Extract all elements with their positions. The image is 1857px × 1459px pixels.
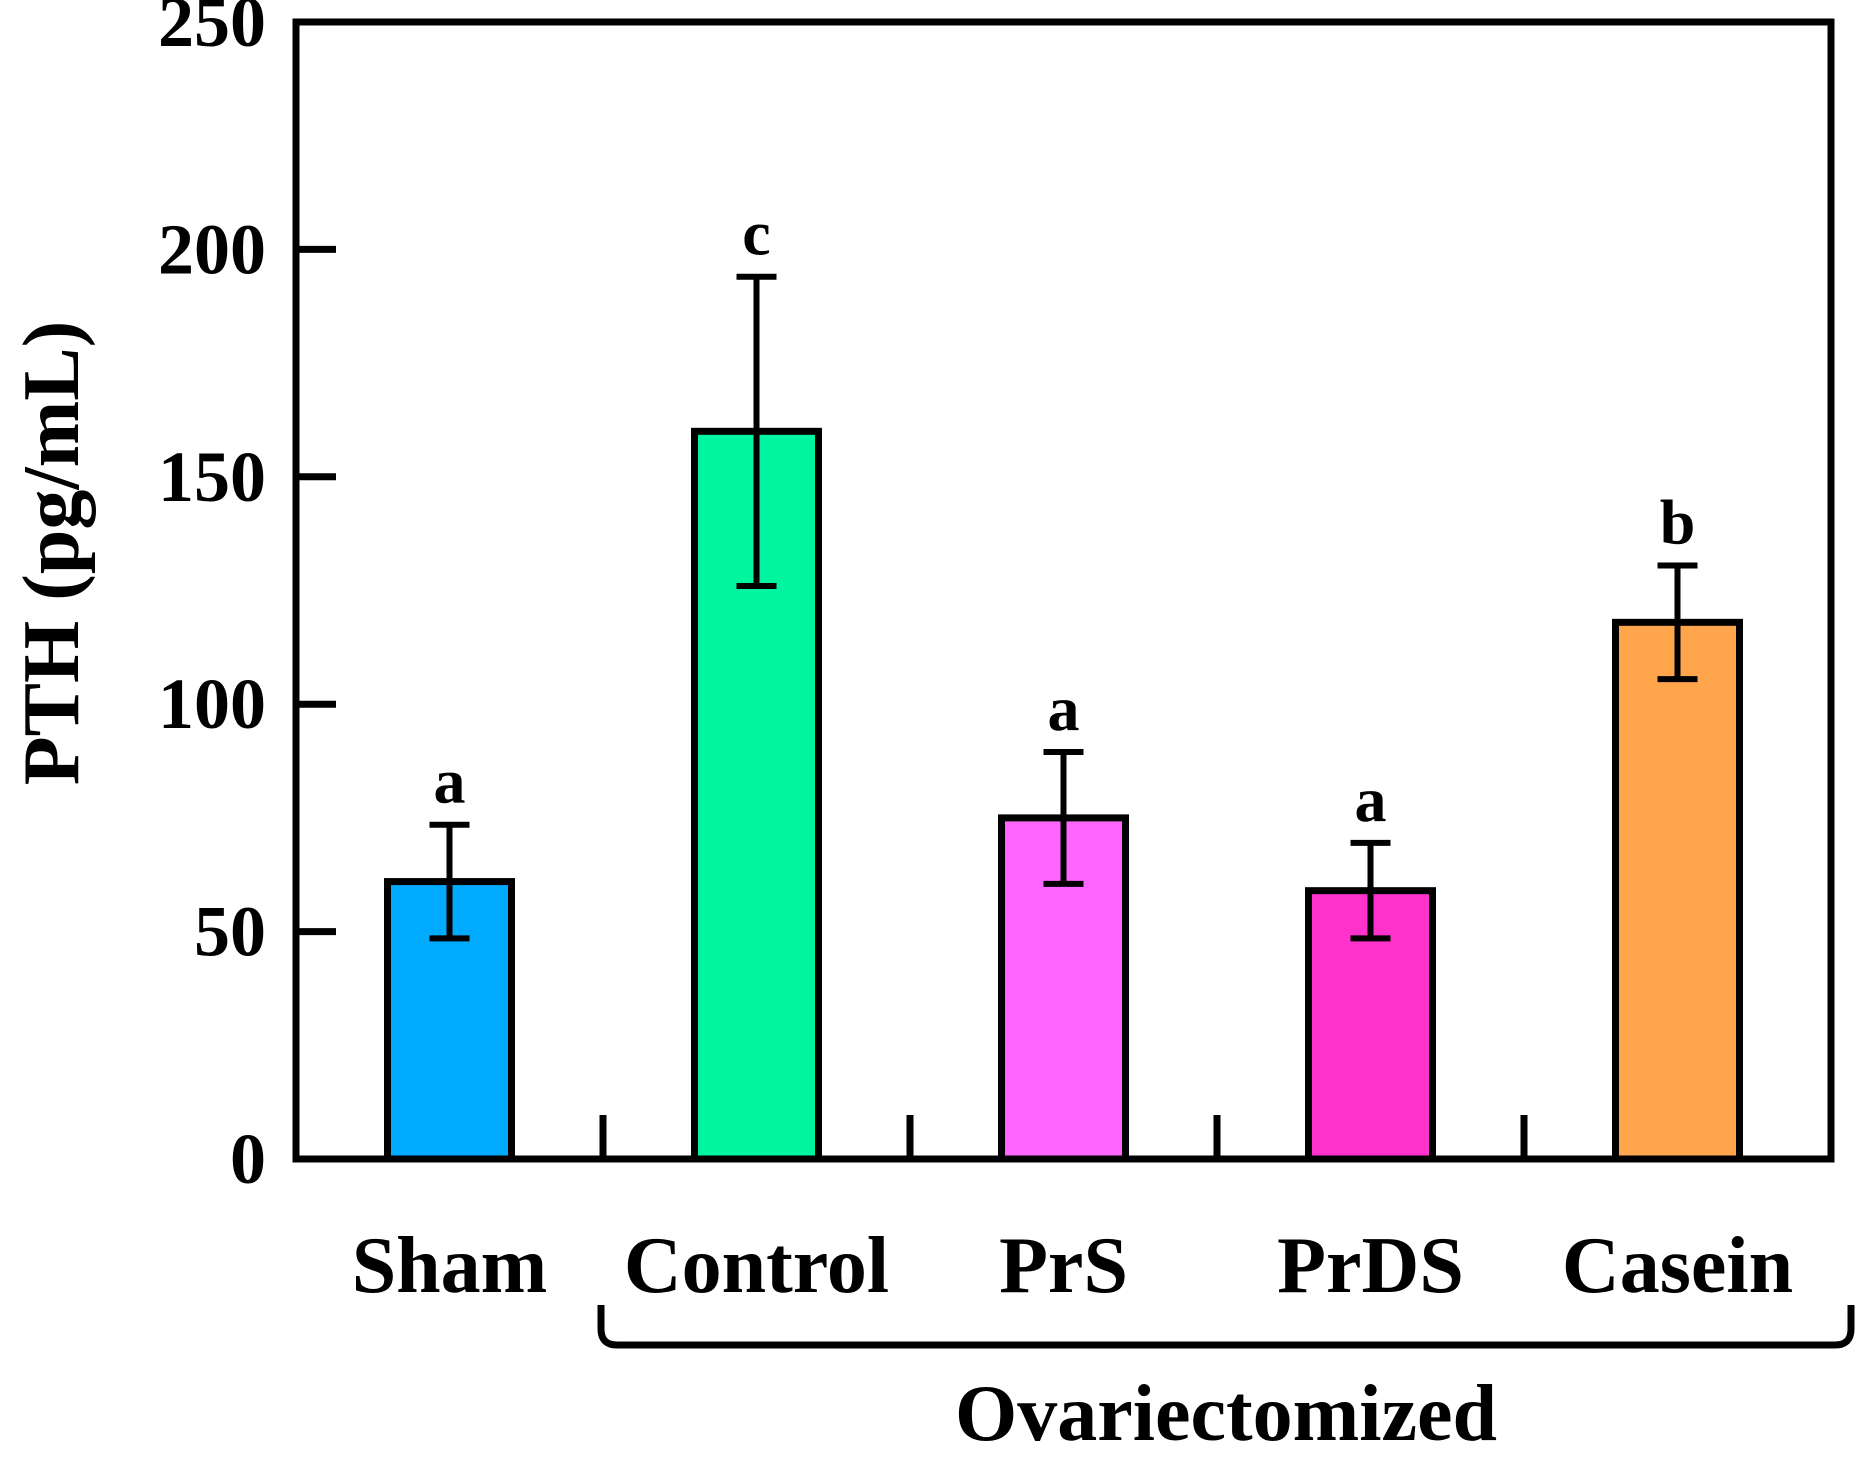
ovariectomized-bracket: Ovariectomized — [597, 1305, 1855, 1458]
y-tick-label: 250 — [158, 0, 266, 62]
significance-label: a — [434, 746, 466, 817]
category-label: PrDS — [1277, 1222, 1464, 1310]
significance-label: a — [1355, 764, 1387, 835]
y-axis-title: PTH (pg/mL) — [8, 321, 96, 785]
bar-casein — [1612, 618, 1743, 1163]
y-tick-label: 100 — [158, 664, 266, 744]
y-axis: 0 50 100 150 200 250 — [158, 0, 1528, 1199]
significance-label: b — [1660, 486, 1696, 557]
group-label: Ovariectomized — [955, 1370, 1497, 1458]
category-label: Casein — [1562, 1222, 1793, 1310]
significance-label: c — [742, 198, 770, 269]
bars: a c a a b — [384, 198, 1743, 1163]
y-tick-label: 150 — [158, 437, 266, 517]
category-label: PrS — [999, 1222, 1128, 1310]
significance-label: a — [1048, 673, 1080, 744]
bar-control — [691, 427, 822, 1163]
bracket-line — [597, 1305, 1855, 1349]
y-tick-label: 50 — [194, 892, 266, 972]
category-label: Control — [624, 1222, 889, 1310]
category-label: Sham — [352, 1222, 548, 1310]
x-axis: Sham Control PrS PrDS Casein — [352, 1222, 1793, 1310]
y-tick-label: 0 — [230, 1119, 266, 1199]
y-tick-label: 200 — [158, 209, 266, 289]
